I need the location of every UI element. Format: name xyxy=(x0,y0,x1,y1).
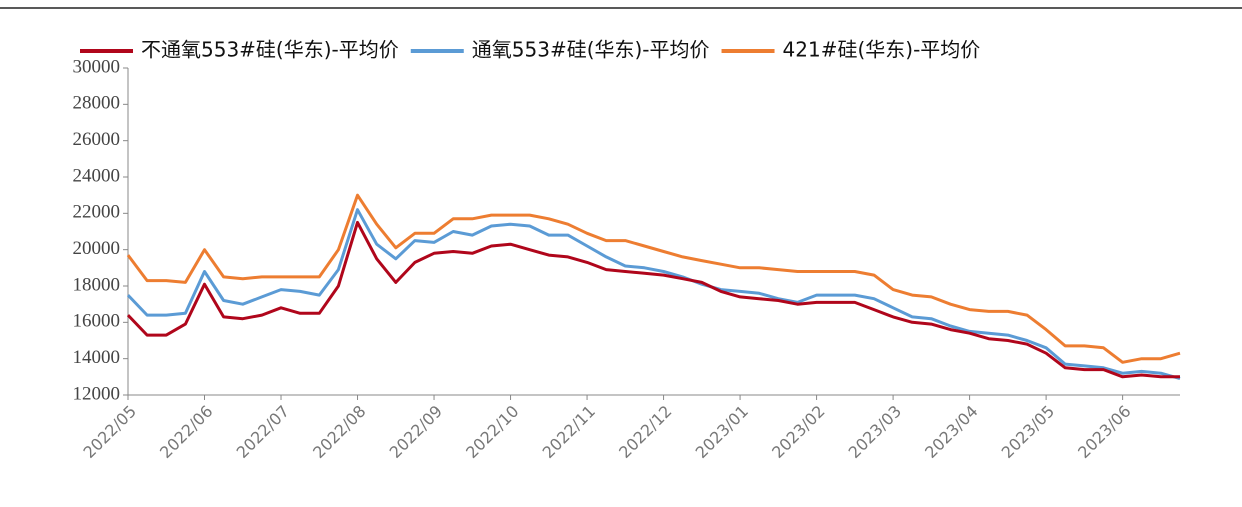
x-tick-label: 2022/11 xyxy=(539,402,599,462)
legend-label: 421#硅(华东)-平均价 xyxy=(783,38,981,62)
series-line xyxy=(126,193,1181,364)
y-tick-label: 12000 xyxy=(73,383,121,404)
legend-label: 通氧553#硅(华东)-平均价 xyxy=(472,38,710,62)
x-tick-label: 2023/01 xyxy=(692,402,752,462)
y-tick-label: 20000 xyxy=(73,238,121,259)
y-tick-label: 14000 xyxy=(73,347,121,368)
x-tick-label: 2022/09 xyxy=(386,402,446,462)
x-tick-label: 2023/04 xyxy=(921,402,981,462)
y-tick-label: 30000 xyxy=(73,56,121,77)
x-tick-label: 2023/03 xyxy=(845,402,905,462)
y-tick-label: 16000 xyxy=(73,311,121,332)
series-line xyxy=(126,208,1181,381)
x-tick-label: 2023/05 xyxy=(998,402,1058,462)
y-tick-label: 24000 xyxy=(73,165,121,186)
y-tick-label: 22000 xyxy=(73,202,121,223)
x-tick-label: 2022/07 xyxy=(233,402,293,462)
series-line xyxy=(126,220,1180,379)
x-tick-label: 2022/10 xyxy=(462,402,522,462)
y-tick-label: 18000 xyxy=(73,274,121,295)
x-tick-label: 2023/06 xyxy=(1074,402,1134,462)
y-tick-label: 28000 xyxy=(73,93,121,114)
legend-label: 不通氧553#硅(华东)-平均价 xyxy=(141,38,399,62)
x-tick-label: 2022/06 xyxy=(156,402,216,462)
x-tick-label: 2022/12 xyxy=(615,402,675,462)
x-tick-label: 2023/02 xyxy=(768,402,828,462)
x-tick-label: 2022/08 xyxy=(309,402,369,462)
x-tick-label: 2022/05 xyxy=(80,402,140,462)
y-tick-label: 26000 xyxy=(73,129,121,150)
